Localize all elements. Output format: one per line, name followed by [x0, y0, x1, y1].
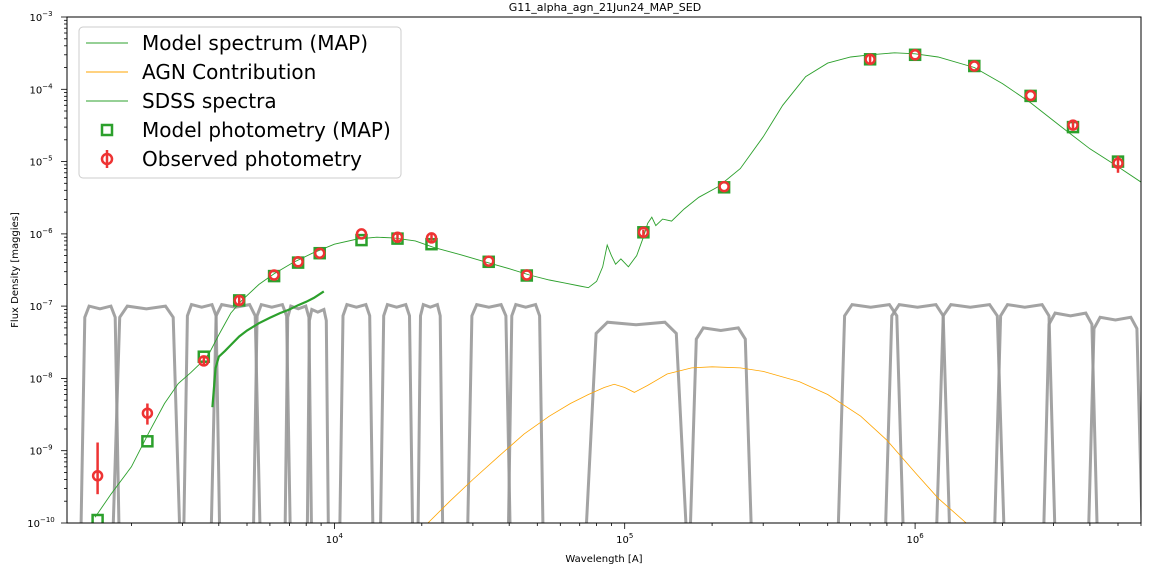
x-axis-ticks: 104 105 106 [130, 523, 1142, 546]
observed-photometry-point [425, 232, 438, 244]
legend: Model spectrum (MAP) AGN Contribution SDSS… [78, 26, 402, 179]
y-tick-label: 10−5 [29, 155, 52, 169]
model-photometry-point [91, 513, 104, 523]
x-tick-label: 106 [906, 532, 924, 546]
y-axis-label: Flux Density [maggies] [10, 212, 21, 328]
filter-curve [466, 302, 512, 523]
model-photometry-point [355, 233, 368, 247]
observed-photometry-point [968, 60, 981, 72]
legend-box [78, 26, 402, 179]
observed-photometry-point [313, 247, 326, 259]
x-tick-label: 105 [616, 532, 633, 546]
y-tick-label: 10−8 [29, 371, 52, 385]
y-tick-label: 10−6 [29, 227, 53, 241]
observed-photometry-point [1112, 157, 1124, 169]
observed-photometry-point [268, 269, 280, 281]
filter-curve [111, 304, 181, 523]
observed-photometry-point [391, 231, 404, 243]
chart-title: G11_alpha_agn_21Jun24_MAP_SED [509, 1, 701, 14]
legend-obs_phot-swatch [100, 152, 114, 166]
filter-curve [1042, 311, 1099, 523]
filter-curve [338, 302, 375, 523]
filter-curve [689, 326, 753, 523]
sdss-spectra-line [211, 290, 325, 408]
filter-curve [416, 302, 445, 523]
observed-photometry-point [1024, 89, 1037, 102]
agn-contribution-line [427, 366, 967, 523]
photometry-markers [91, 48, 1125, 523]
filter-curve [836, 302, 905, 523]
filter-curve [305, 307, 330, 523]
filter-curve [585, 320, 688, 523]
observed-photometry-point [292, 256, 304, 268]
y-tick-label: 10−9 [29, 444, 52, 458]
filter-curve [507, 302, 545, 523]
observed-photometry-point [198, 355, 210, 367]
filter-curve [935, 302, 1006, 523]
y-axis-ticks: 10−10 10−9 10−8 10−7 10−6 10−5 10−4 10−3 [27, 10, 67, 530]
legend-model-label: Model spectrum (MAP) [142, 31, 368, 55]
model-spectrum-line [94, 52, 1141, 518]
observed-photometry-point [233, 294, 245, 307]
filter-curve [993, 302, 1057, 523]
y-tick-label: 10−7 [29, 299, 52, 313]
filter-curve [79, 304, 121, 523]
observed-photometry-point [355, 228, 368, 240]
observed-photometry-point [521, 269, 533, 281]
legend-agn-label: AGN Contribution [142, 60, 316, 84]
observed-photometry-point [718, 180, 730, 193]
x-axis-label: Wavelength [A] [565, 554, 642, 565]
filter-curves [79, 302, 1141, 523]
y-tick-label: 10−10 [27, 516, 55, 530]
filter-curve [1087, 315, 1141, 523]
y-tick-label: 10−3 [29, 10, 52, 24]
legend-model_phot-label: Model photometry (MAP) [142, 118, 391, 142]
x-tick-label: 104 [326, 532, 344, 546]
observed-photometry-point [1067, 119, 1079, 131]
legend-model_phot-swatch [100, 123, 114, 137]
legend-sdss-label: SDSS spectra [142, 89, 277, 113]
legend-obs_phot-label: Observed photometry [142, 147, 362, 171]
observed-photometry-point [637, 226, 650, 239]
filter-curve [379, 302, 414, 523]
series-lines [94, 52, 1141, 523]
observed-photometry-point [909, 49, 921, 61]
plot-frame [66, 16, 1142, 524]
observed-photometry-point [482, 255, 495, 267]
y-tick-label: 10−4 [29, 82, 53, 96]
observed-photometry-point [141, 407, 154, 419]
model-photometry-point [141, 435, 154, 448]
observed-photometry-point [91, 470, 104, 482]
observed-photometry-point [864, 53, 876, 66]
